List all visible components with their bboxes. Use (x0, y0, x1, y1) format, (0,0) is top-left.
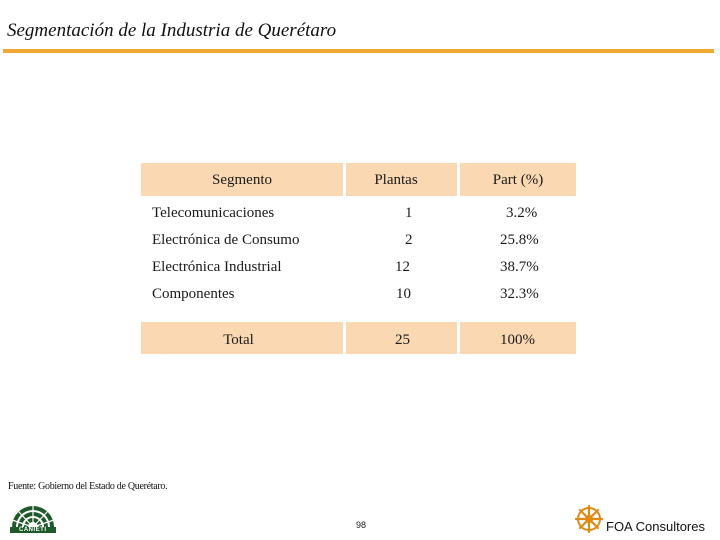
row-4-segmento: Componentes (152, 286, 235, 302)
row-2-segmento: Electrónica de Consumo (152, 232, 300, 248)
header-segmento: Segmento (212, 172, 272, 188)
row-1-plantas: 1 (405, 205, 413, 221)
header-cell-plantas (346, 163, 457, 196)
row-4-part: 32.3% (500, 286, 539, 302)
header-part: Part (%) (492, 172, 544, 188)
header-plantas: Plantas (374, 172, 418, 188)
total-plantas: 25 (395, 332, 410, 348)
row-1-segmento: Telecomunicaciones (152, 205, 275, 221)
header-cell-part (460, 163, 576, 196)
total-cell-plantas (346, 322, 457, 354)
page-number: 98 (356, 520, 367, 530)
foa-logo-icon (574, 504, 604, 539)
page-title: Segmentación de la Industria de Querétar… (7, 20, 337, 41)
total-cell-label (141, 322, 343, 354)
row-1-part: 3.2% (506, 205, 538, 221)
row-3-segmento: Electrónica Industrial (152, 259, 282, 275)
row-2-plantas: 2 (405, 232, 413, 248)
caniet-logo-text: CANIETI (17, 527, 49, 533)
total-cell-part (460, 322, 576, 354)
row-2-part: 25.8% (500, 232, 539, 248)
header-cell-segmento (141, 163, 343, 196)
footer-brand: FOA Consultores (606, 519, 705, 534)
row-3-part: 38.7% (500, 259, 539, 275)
row-4-plantas: 10 (396, 286, 411, 302)
source-note: Fuente: Gobierno del Estado de Querétaro… (8, 481, 168, 492)
total-label: Total (223, 332, 254, 348)
title-divider (3, 49, 714, 53)
total-part: 100% (500, 332, 535, 348)
row-3-plantas: 12 (395, 259, 410, 275)
